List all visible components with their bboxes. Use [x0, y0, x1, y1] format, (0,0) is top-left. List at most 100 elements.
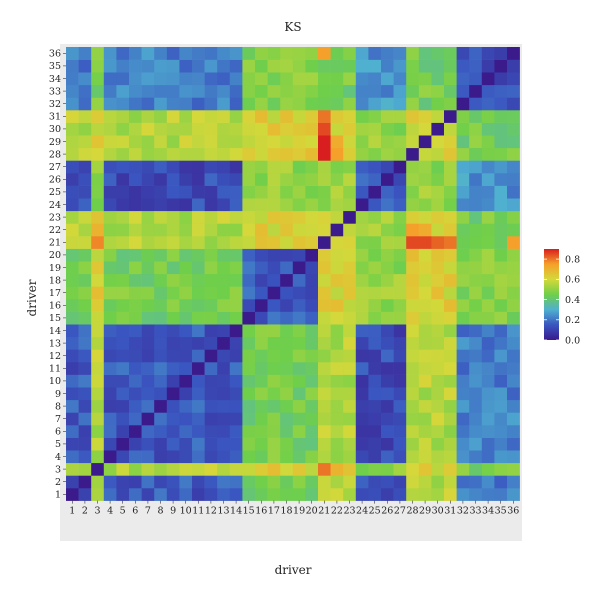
heatmap-cell: [481, 273, 495, 287]
heatmap-cell: [431, 110, 445, 123]
heatmap-cell: [305, 475, 319, 489]
heatmap-cell: [368, 147, 382, 161]
heatmap-cell: [456, 336, 470, 350]
heatmap-cell: [292, 97, 306, 111]
heatmap-cell: [129, 210, 142, 224]
heatmap-cell: [66, 387, 79, 401]
heatmap-cell: [141, 47, 155, 60]
y-tick-label: 18: [49, 275, 61, 286]
heatmap-cell: [456, 198, 470, 212]
heatmap-cell: [355, 437, 369, 451]
heatmap-cell: [154, 236, 168, 249]
heatmap-cell: [78, 475, 92, 489]
heatmap-cell: [406, 160, 420, 174]
heatmap-cell: [507, 349, 520, 363]
heatmap-cell: [494, 324, 508, 338]
heatmap-cell: [368, 173, 382, 186]
heatmap-cell: [103, 462, 117, 476]
heatmap-cell: [217, 324, 231, 338]
heatmap-cell: [166, 336, 180, 350]
heatmap-cell: [481, 210, 495, 224]
heatmap-cell: [229, 425, 243, 438]
heatmap-cell: [267, 173, 281, 186]
heatmap-cell: [343, 437, 357, 451]
y-tick-label: 23: [49, 212, 61, 223]
heatmap-cell: [242, 324, 256, 338]
heatmap-cell: [129, 122, 142, 136]
heatmap-cell: [393, 462, 407, 476]
heatmap-cell: [494, 311, 508, 325]
x-tick-label: 1: [69, 506, 75, 517]
x-tick-label: 25: [369, 506, 381, 517]
heatmap-cell: [255, 349, 268, 363]
y-tick-label: 36: [49, 49, 61, 60]
heatmap-cell: [292, 324, 306, 338]
heatmap-cell: [318, 475, 331, 489]
heatmap-cell: [355, 147, 369, 161]
heatmap-cell: [217, 299, 231, 312]
heatmap-cell: [481, 198, 495, 212]
heatmap-cell: [330, 488, 344, 501]
heatmap-cell: [66, 462, 79, 476]
heatmap-cell: [406, 399, 420, 413]
heatmap-cell: [318, 248, 331, 262]
heatmap-cell: [66, 450, 79, 464]
heatmap-cell: [280, 450, 294, 464]
heatmap-cell: [381, 223, 394, 237]
heatmap-cell: [318, 286, 331, 300]
heatmap-cell: [343, 59, 357, 73]
y-tick-label: 3: [55, 464, 61, 475]
heatmap-cell: [129, 261, 142, 275]
heatmap-cell: [431, 210, 445, 224]
heatmap-cell: [280, 84, 294, 98]
heatmap-cell: [355, 110, 369, 123]
heatmap-cell: [355, 236, 369, 249]
heatmap-cell: [78, 97, 92, 111]
heatmap-cell: [242, 160, 256, 174]
heatmap-cell: [192, 273, 205, 287]
heatmap-cell: [305, 198, 319, 212]
heatmap-cell: [393, 349, 407, 363]
heatmap-cell: [204, 261, 218, 275]
heatmap-cell: [393, 336, 407, 350]
y-tick-label: 33: [49, 86, 61, 97]
heatmap-cell: [116, 198, 130, 212]
heatmap-cell: [204, 147, 218, 161]
heatmap-cell: [418, 223, 432, 237]
heatmap-cell: [481, 336, 495, 350]
heatmap-cell: [444, 311, 457, 325]
heatmap-cell: [154, 425, 168, 438]
y-tick-label: 17: [49, 288, 61, 299]
heatmap-cell: [217, 387, 231, 401]
heatmap-cell: [179, 437, 193, 451]
heatmap-cell: [154, 311, 168, 325]
heatmap-cell: [393, 324, 407, 338]
heatmap-cell: [418, 374, 432, 388]
heatmap-cell: [116, 185, 130, 199]
heatmap-cell: [66, 223, 79, 237]
heatmap-cell: [91, 198, 105, 212]
y-tick-label: 28: [49, 149, 61, 160]
heatmap-cell: [280, 59, 294, 73]
heatmap-cell: [91, 374, 105, 388]
heatmap-cell: [393, 223, 407, 237]
heatmap-cell: [393, 84, 407, 98]
heatmap-cell: [267, 450, 281, 464]
heatmap-cell: [217, 311, 231, 325]
heatmap-cell: [292, 147, 306, 161]
heatmap-cell: [481, 84, 495, 98]
heatmap-cell: [355, 450, 369, 464]
heatmap-cell: [280, 210, 294, 224]
heatmap-cell: [179, 198, 193, 212]
heatmap-cell: [368, 135, 382, 149]
heatmap-cell: [318, 236, 331, 249]
heatmap-cell: [381, 261, 394, 275]
heatmap-cell: [255, 173, 268, 186]
heatmap-cell: [255, 59, 268, 73]
heatmap-cell: [91, 399, 105, 413]
heatmap-cell: [116, 135, 130, 149]
heatmap-cell: [229, 147, 243, 161]
heatmap-cell: [255, 437, 268, 451]
heatmap-cell: [456, 374, 470, 388]
heatmap-cell: [444, 273, 457, 287]
